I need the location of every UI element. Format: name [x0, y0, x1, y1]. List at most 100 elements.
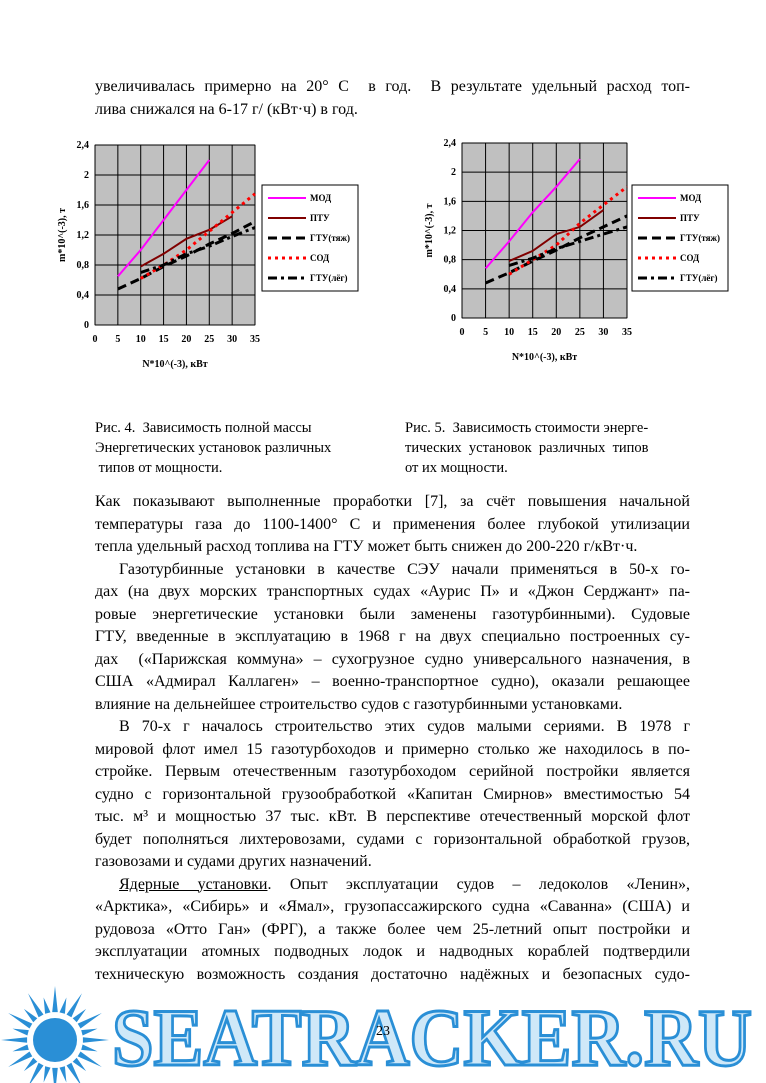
series-line — [485, 214, 628, 285]
text-line: Рис. 5. Зависимость стоимости энерге- — [405, 420, 649, 436]
sun-ray — [23, 1008, 38, 1023]
text-line: техническую возможность создания достато… — [95, 965, 690, 983]
legend-label: ПТУ — [680, 213, 700, 223]
sun-ray — [8, 1013, 33, 1029]
y-tick-label: 0,8 — [77, 260, 90, 271]
sun-ray — [23, 1057, 38, 1072]
sun-ray — [52, 1067, 58, 1083]
sun-ray — [1, 1037, 28, 1043]
y-tick-label: 1,2 — [444, 226, 457, 237]
text-line: дах (на двух морских транспортных судах … — [95, 583, 690, 600]
watermark-text: SEATRACKER.RU — [112, 992, 752, 1083]
sun-ray — [66, 993, 82, 1018]
series-line — [140, 226, 256, 274]
legend-label: СОД — [680, 253, 700, 263]
text-line: Как показывают выполненные проработки [7… — [95, 493, 690, 510]
text-line: влияние на дельнейшее строительство судо… — [95, 695, 623, 713]
legend-box — [631, 184, 729, 292]
sun-ray — [43, 997, 51, 1014]
text-line: увеличивалась примерно на 20° С в год. В… — [95, 78, 690, 95]
text-line: мировой флот имел 15 газотурбоходов и пр… — [95, 740, 690, 758]
y-tick-label: 2,4 — [77, 140, 90, 151]
x-tick-label: 10 — [136, 334, 146, 345]
text-line: Рис. 4. Зависимость полной массы — [95, 420, 312, 436]
legend-label: ГТУ(тяж) — [680, 233, 720, 243]
sun-ray — [72, 1057, 87, 1072]
legend-label: ГТУ(лёг) — [680, 273, 717, 283]
legend-label: СОД — [310, 253, 330, 263]
x-tick-label: 20 — [551, 327, 561, 338]
text-line: тепла удельный расход топлива на ГТУ мож… — [95, 538, 638, 555]
series-line — [508, 225, 628, 267]
page-number: 23 — [376, 1024, 390, 1039]
text-line: ровые энергетические установки были заме… — [95, 605, 690, 623]
text-line: типов от мощности. — [95, 460, 223, 476]
top-text: увеличивалась примерно на 20° С в год. В… — [95, 76, 690, 121]
sun-ray — [12, 1028, 29, 1036]
y-tick-label: 0 — [84, 320, 89, 331]
y-tick-label: 2,4 — [444, 138, 457, 149]
x-tick-label: 30 — [598, 327, 608, 338]
text-line: «Арктика», «Сибирь» и «Ямал», грузопасса… — [95, 898, 690, 915]
x-tick-label: 20 — [181, 334, 191, 345]
x-tick-label: 15 — [528, 327, 538, 338]
x-tick-label: 15 — [159, 334, 169, 345]
text: . Опыт эксплуатации судов – ледоколов «Л… — [267, 875, 691, 893]
chart: 0 0,4 0,8 1,2 1,6 2 2,4 0 5 10 15 20 25 30 35 N*10^(-3)… — [57, 140, 359, 370]
body-text: Как показывают выполненные проработки [7… — [95, 491, 690, 986]
text-line: стройке. Первым отечественным газотурбох… — [95, 763, 690, 780]
x-tick-label: 25 — [575, 327, 585, 338]
y-tick-label: 0,4 — [77, 290, 90, 301]
x-tick-label: 5 — [115, 334, 120, 345]
legend-box — [261, 184, 359, 292]
chart: 0 0,4 0,8 1,2 1,6 2 2,4 0 5 10 15 20 25 30 35 N*10^(-3)… — [424, 138, 729, 363]
y-tick-label: 1,2 — [77, 230, 90, 241]
sun-ray — [12, 1044, 29, 1052]
x-tick-label: 35 — [250, 334, 260, 345]
text-line: Ядерные установки. Опыт эксплуатации суд… — [95, 874, 690, 897]
x-tick-label: 10 — [504, 327, 514, 338]
text-line: тыс. м³ и мощностью 37 тыс. кВт. В персп… — [95, 808, 690, 825]
sun-ray — [81, 1044, 98, 1052]
sun-ray — [66, 1062, 81, 1083]
series-line — [508, 185, 628, 276]
sun-ray — [81, 1028, 98, 1036]
sun-ray — [43, 1066, 51, 1083]
legend-label: МОД — [310, 193, 332, 203]
text-line: лива снижался на 6-17 г/ (кВт·ч) в год. — [95, 100, 358, 118]
y-tick-label: 1,6 — [444, 196, 457, 207]
text-line: эксплуатации атомных подводных лодок и н… — [95, 943, 690, 960]
sun-ray — [77, 1013, 102, 1029]
sun-ray — [77, 1051, 102, 1067]
x-axis-label: N*10^(-3), кВт — [142, 359, 207, 370]
legend-label: МОД — [680, 193, 702, 203]
text-line: судно с горизонтальной грузообработкой «… — [95, 785, 690, 803]
text-line: будет пополняться лихтеровозами, судами … — [95, 830, 690, 848]
text-line: температуры газа до 1100-1400° С и приме… — [95, 515, 690, 533]
series-line — [117, 220, 256, 291]
sun-ray — [29, 1062, 44, 1083]
sun-ray — [8, 1051, 33, 1067]
caption: Рис. 4. Зависимость полной массы Энергети… — [95, 418, 365, 478]
text-line: Энергетических установок различных — [95, 440, 332, 456]
x-tick-label: 5 — [483, 327, 488, 338]
heading: Ядерные установки — [119, 875, 268, 893]
text-line: ГТУ, введенные в эксплуатацию в 1968 г н… — [95, 628, 690, 645]
sun-icon — [1, 986, 109, 1083]
x-tick-label: 35 — [622, 327, 632, 338]
y-tick-label: 2 — [451, 167, 456, 178]
y-tick-label: 0,4 — [444, 284, 457, 295]
watermark: SEATRACKER.RU 23 — [1, 986, 754, 1083]
y-tick-label: 0,8 — [444, 255, 457, 266]
legend-label: ПТУ — [310, 213, 330, 223]
series-line — [117, 159, 211, 277]
sun-ray — [59, 1066, 67, 1083]
y-axis-label: m*10^(-3), т — [57, 208, 68, 262]
x-tick-label: 25 — [204, 334, 214, 345]
text-line: В 70-х г началось строительство этих суд… — [119, 718, 690, 735]
text-line: США «Адмирал Каллаген» – военно-транспор… — [95, 673, 690, 690]
series-line — [508, 209, 604, 263]
series-line — [139, 192, 256, 280]
sun-ray — [72, 1008, 87, 1023]
